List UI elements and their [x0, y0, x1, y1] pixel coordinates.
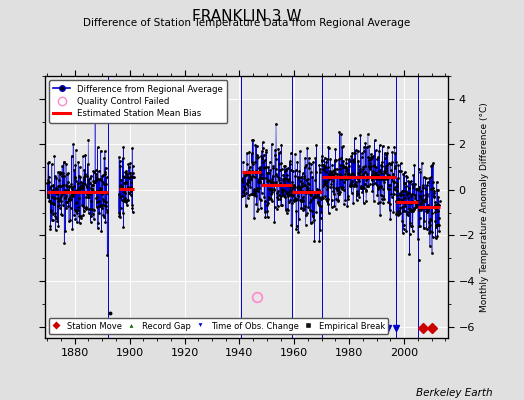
Y-axis label: Monthly Temperature Anomaly Difference (°C): Monthly Temperature Anomaly Difference (… — [481, 102, 489, 312]
Text: FRANKLIN 3 W: FRANKLIN 3 W — [192, 9, 301, 24]
Text: Difference of Station Temperature Data from Regional Average: Difference of Station Temperature Data f… — [83, 18, 410, 28]
Text: Berkeley Earth: Berkeley Earth — [416, 388, 493, 398]
Legend: Station Move, Record Gap, Time of Obs. Change, Empirical Break: Station Move, Record Gap, Time of Obs. C… — [49, 318, 388, 334]
